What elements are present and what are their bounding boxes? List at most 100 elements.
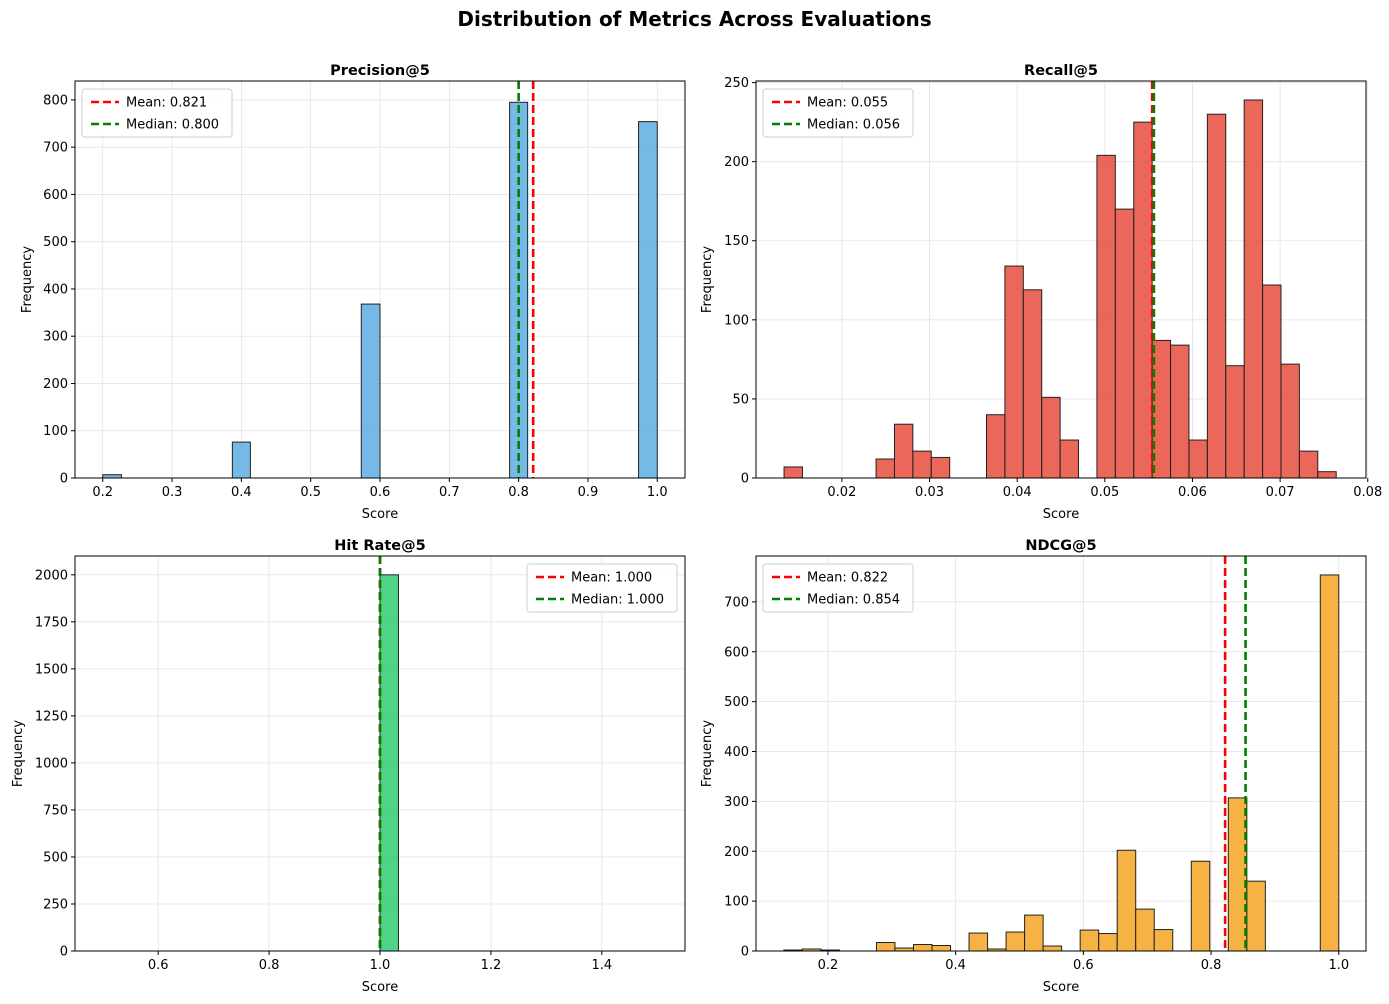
y-tick-label: 750 xyxy=(43,803,68,818)
histogram-bar xyxy=(1042,945,1063,952)
legend-mean-label: Mean: 0.821 xyxy=(126,96,207,111)
histogram-bar xyxy=(1243,99,1264,479)
histogram-bar xyxy=(875,942,896,952)
histogram-bar xyxy=(1246,880,1266,952)
y-tick-label: 400 xyxy=(724,745,749,760)
y-tick-label: 0 xyxy=(741,945,749,960)
axes-frame xyxy=(755,80,1367,479)
histogram-bar xyxy=(1041,396,1061,479)
axes-frame xyxy=(755,555,1367,952)
y-tick-label: 0 xyxy=(741,472,749,487)
y-tick-label: 100 xyxy=(724,313,749,328)
legend-mean-label: Mean: 0.822 xyxy=(807,571,888,586)
x-tick-label: 1.4 xyxy=(591,958,612,973)
legend-mean-label: Mean: 1.000 xyxy=(571,571,652,586)
histogram-bar xyxy=(1022,289,1043,479)
y-tick-label: 500 xyxy=(724,695,749,710)
y-tick-label: 0 xyxy=(60,945,68,960)
y-tick-label: 200 xyxy=(43,377,68,392)
x-tick-label: 0.2 xyxy=(92,485,113,500)
x-tick-label: 0.07 xyxy=(1266,485,1295,500)
histogram-bar xyxy=(912,944,933,952)
histogram-bar xyxy=(893,423,914,479)
x-tick-label: 0.05 xyxy=(1090,485,1119,500)
histogram-bar xyxy=(231,441,251,479)
histogram-bar xyxy=(1079,929,1100,952)
x-tick-label: 0.02 xyxy=(827,485,856,500)
histogram-bar xyxy=(1005,931,1026,952)
x-tick-label: 0.4 xyxy=(231,485,252,500)
x-axis-label: Score xyxy=(1043,507,1079,522)
legend-median-label: Median: 0.056 xyxy=(807,118,900,133)
histogram-bar xyxy=(875,458,895,479)
y-tick-label: 50 xyxy=(732,392,749,407)
y-tick-label: 100 xyxy=(43,424,68,439)
histogram-bar xyxy=(931,945,952,952)
y-tick-label: 150 xyxy=(724,234,749,249)
x-tick-label: 1.0 xyxy=(647,485,668,500)
x-axis-label: Score xyxy=(362,980,398,995)
subplot-2: 0.02 0.03 0.04 0.05 0.06 0.07 0.08 0 50 100 150 200… xyxy=(700,63,1382,522)
y-tick-label: 250 xyxy=(724,76,749,91)
x-tick-label: 0.8 xyxy=(259,958,280,973)
legend-box xyxy=(762,88,914,138)
histogram-bar xyxy=(930,456,951,479)
figure-title: Distribution of Metrics Across Evaluatio… xyxy=(457,7,932,31)
y-tick-label: 2000 xyxy=(35,568,68,583)
histogram-bar xyxy=(1262,284,1282,479)
y-tick-label: 100 xyxy=(724,895,749,910)
histogram-bar xyxy=(1206,113,1227,479)
y-tick-label: 1000 xyxy=(35,756,68,771)
y-tick-label: 250 xyxy=(43,897,68,912)
legend: Mean: 0.055 Median: 0.056 xyxy=(762,88,914,138)
histogram-bar xyxy=(1225,365,1245,479)
y-tick-label: 400 xyxy=(43,282,68,297)
y-tick-label: 1500 xyxy=(35,662,68,677)
histogram-bar xyxy=(1098,933,1118,952)
x-tick-label: 0.7 xyxy=(439,485,460,500)
legend-box xyxy=(762,563,914,613)
histogram-bar xyxy=(1170,344,1190,479)
y-tick-label: 700 xyxy=(43,141,68,156)
legend: Mean: 0.821 Median: 0.800 xyxy=(81,88,233,138)
histogram-bar xyxy=(912,450,932,479)
subplot-title: Precision@5 xyxy=(330,63,430,79)
subplot-title: Recall@5 xyxy=(1024,63,1098,79)
histogram-bar xyxy=(1135,908,1155,952)
histogram-bar xyxy=(1319,574,1340,952)
y-tick-label: 700 xyxy=(724,595,749,610)
y-tick-label: 1750 xyxy=(35,615,68,630)
x-tick-label: 0.6 xyxy=(370,485,391,500)
x-tick-label: 0.3 xyxy=(162,485,183,500)
x-axis-label: Score xyxy=(1043,980,1079,995)
y-tick-label: 600 xyxy=(724,645,749,660)
legend-box xyxy=(526,563,678,613)
y-tick-label: 200 xyxy=(724,155,749,170)
y-tick-label: 300 xyxy=(43,330,68,345)
x-tick-label: 0.03 xyxy=(915,485,944,500)
histogram-bar xyxy=(1114,208,1135,479)
histogram-bar xyxy=(638,121,658,479)
y-tick-label: 200 xyxy=(724,845,749,860)
y-tick-label: 600 xyxy=(43,188,68,203)
legend-median-label: Median: 1.000 xyxy=(571,593,664,608)
x-tick-label: 0.08 xyxy=(1353,485,1382,500)
histogram-bar xyxy=(1153,929,1174,952)
x-tick-label: 0.6 xyxy=(148,958,169,973)
legend-median-label: Median: 0.800 xyxy=(126,118,219,133)
subplot-1: 0.2 0.3 0.4 0.5 0.6 0.7 0.8 0.9 1.0 0 100 200 300 400… xyxy=(20,63,686,522)
histogram-bar xyxy=(968,932,989,952)
x-tick-label: 0.04 xyxy=(1003,485,1032,500)
x-tick-label: 0.8 xyxy=(508,485,529,500)
x-tick-label: 1.0 xyxy=(370,958,391,973)
y-axis-label: Frequency xyxy=(20,246,35,313)
histogram-bar xyxy=(1190,860,1211,952)
legend: Mean: 0.822 Median: 0.854 xyxy=(762,563,914,613)
subplot-title: Hit Rate@5 xyxy=(334,538,425,554)
histogram-bar xyxy=(1004,265,1024,479)
histogram-bar xyxy=(1116,849,1137,952)
histogram-bar xyxy=(1280,363,1300,479)
histogram-bar xyxy=(1024,914,1044,952)
histogram-bar xyxy=(1227,797,1248,952)
